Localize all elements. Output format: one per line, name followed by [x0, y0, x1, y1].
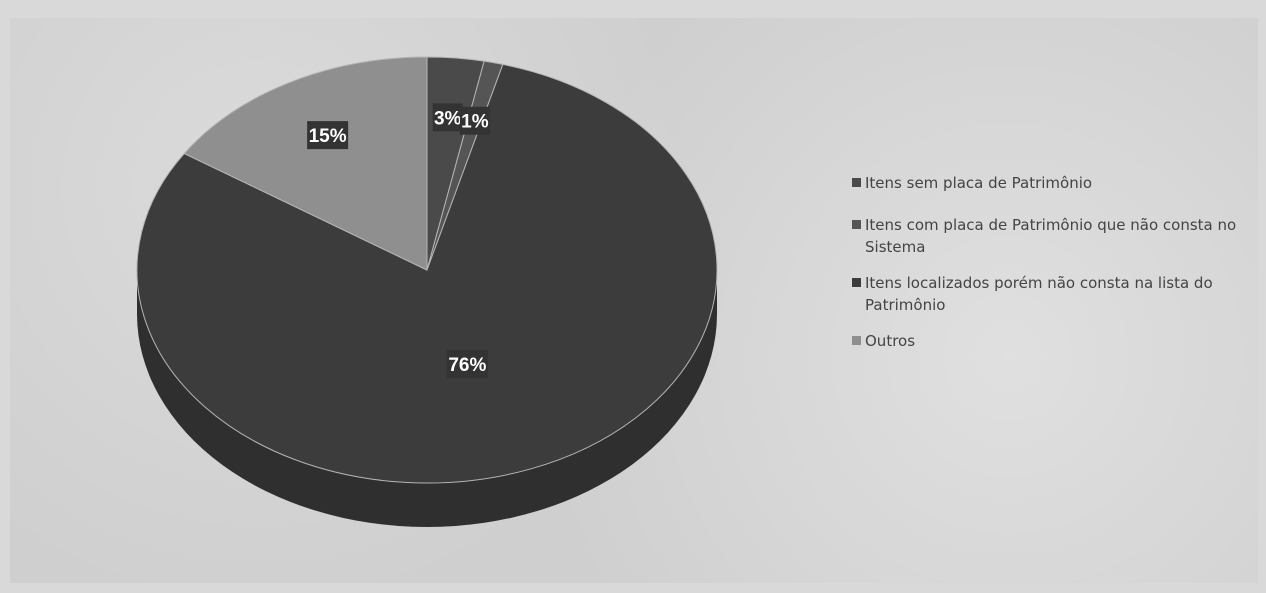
data-label-localizados: 76% [446, 349, 488, 378]
data-label-text: 76% [448, 355, 486, 376]
data-label-com-placa: 1% [459, 106, 490, 135]
pie-slice-localizados [136, 63, 718, 484]
data-label-outros: 15% [307, 121, 349, 150]
data-label-text: 15% [309, 126, 347, 147]
legend-swatch [852, 336, 861, 345]
legend: Itens sem placa de Patrimônio Itens com … [852, 172, 1252, 372]
pie-slices [136, 56, 718, 484]
legend-label: Itens localizados porém não consta na li… [865, 274, 1213, 314]
legend-swatch [852, 278, 861, 287]
pie-labels: 3% 1% 76% 15% [307, 103, 490, 378]
data-label-box [307, 121, 349, 150]
pie-side [137, 270, 717, 527]
pie-depth [137, 270, 717, 527]
legend-label: Itens sem placa de Patrimônio [865, 174, 1093, 192]
legend-item-com-placa: Itens com placa de Patrimônio que não co… [852, 214, 1252, 258]
legend-item-outros: Outros [852, 330, 1252, 352]
data-label-sem-placa: 3% [432, 103, 463, 132]
data-label-text: 3% [434, 108, 462, 129]
legend-label: Outros [865, 332, 916, 350]
legend-swatch [852, 220, 861, 229]
data-label-text: 1% [461, 112, 489, 133]
legend-item-sem-placa: Itens sem placa de Patrimônio [852, 172, 1252, 194]
data-label-box [459, 106, 490, 135]
legend-label: Itens com placa de Patrimônio que não co… [865, 216, 1237, 256]
data-label-box [446, 349, 488, 378]
data-label-box [432, 103, 463, 132]
legend-item-localizados: Itens localizados porém não consta na li… [852, 272, 1252, 316]
pie-slice-outros [183, 56, 428, 271]
legend-swatch [852, 178, 861, 187]
